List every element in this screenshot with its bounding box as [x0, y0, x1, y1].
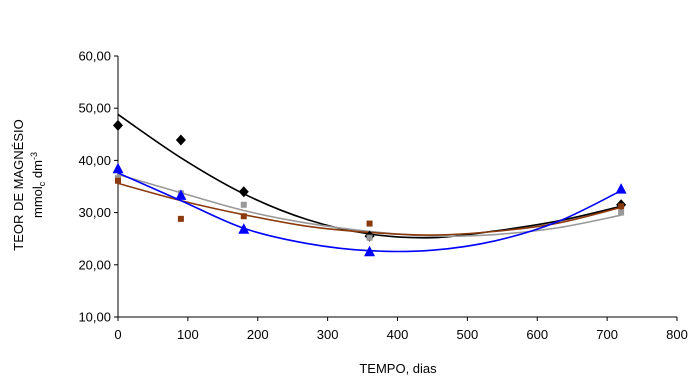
y-axis-unit: mmolc dm-3	[29, 152, 47, 218]
data-point-1	[240, 201, 247, 208]
y-axis-title: TEOR DE MAGNÉSIO	[11, 119, 26, 250]
data-point-2	[177, 215, 184, 222]
data-point-0	[113, 119, 123, 131]
x-tick-label: 100	[177, 327, 199, 342]
y-tick-label: 40,00	[78, 153, 111, 168]
data-point-2	[115, 177, 121, 184]
plot-area: 10,00 20,00 30,00 40,00 50,00 60,00 0 100 200 30…	[78, 49, 687, 343]
data-point-3	[615, 183, 627, 194]
data-point-2	[240, 213, 247, 220]
data-point-2	[366, 220, 373, 227]
data-point-0	[175, 134, 186, 146]
x-tick-label: 300	[317, 327, 339, 342]
x-ticks: 0 100 200 300 400 500 600 700 800	[114, 317, 688, 342]
y-tick-label: 60,00	[78, 49, 111, 64]
data-point-1	[618, 209, 625, 216]
data-markers	[112, 119, 627, 257]
data-point-1	[366, 234, 373, 241]
data-point-3	[112, 162, 124, 174]
y-tick-label: 50,00	[78, 101, 111, 116]
data-point-0	[238, 186, 249, 198]
x-axis-title: TEMPO, dias	[359, 361, 437, 376]
trendline-0	[117, 113, 622, 239]
data-point-3	[364, 245, 376, 257]
x-tick-label: 500	[457, 327, 479, 342]
x-tick-label: 200	[247, 327, 269, 342]
trendline-2	[117, 182, 622, 236]
y-ticks: 10,00 20,00 30,00 40,00 50,00 60,00	[78, 49, 118, 325]
data-point-2	[618, 203, 625, 210]
y-tick-label: 20,00	[78, 257, 111, 272]
data-point-3	[238, 223, 250, 234]
y-tick-label: 30,00	[78, 205, 111, 220]
x-tick-label: 0	[114, 327, 121, 342]
data-point-3	[175, 189, 187, 200]
x-tick-label: 600	[526, 327, 548, 342]
x-tick-label: 700	[596, 327, 618, 342]
x-tick-label: 800	[666, 327, 688, 342]
y-tick-label: 10,00	[78, 310, 111, 325]
x-tick-label: 400	[387, 327, 409, 342]
